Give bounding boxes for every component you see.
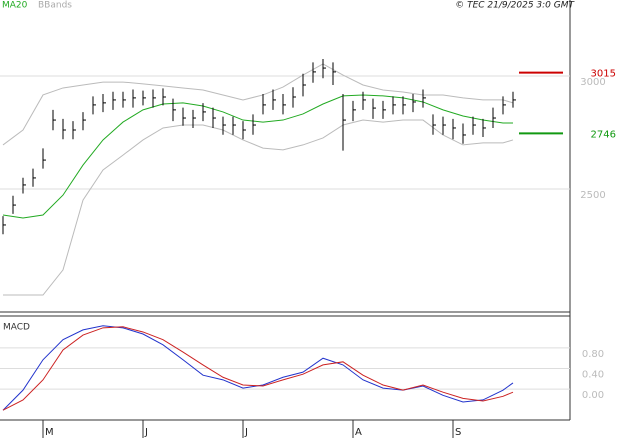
y-tick-label: 2500 bbox=[580, 190, 605, 201]
legend-ma20: MA20 bbox=[2, 1, 28, 11]
x-tick-label: J bbox=[244, 427, 248, 438]
macd-line bbox=[2, 325, 514, 411]
legend-bbands: BBands bbox=[38, 1, 72, 11]
ma20-line bbox=[2, 94, 513, 219]
x-tick-label: S bbox=[455, 427, 461, 438]
y-tick-label: 3000 bbox=[580, 77, 605, 88]
macd-line bbox=[2, 326, 514, 411]
x-tick-label: J bbox=[144, 427, 148, 438]
level-label: 2746 bbox=[591, 129, 616, 140]
x-tick-label: A bbox=[355, 427, 362, 438]
level-label: 3015 bbox=[591, 69, 616, 80]
y-tick-label: 0.40 bbox=[582, 370, 604, 381]
credit: © TEC 21/9/2025 3:0 GMT bbox=[455, 1, 575, 11]
y-tick-label: 0.00 bbox=[582, 390, 604, 401]
y-tick-label: 0.80 bbox=[582, 349, 604, 360]
bband-lower bbox=[3, 119, 514, 296]
panel-title: MACD bbox=[3, 323, 30, 333]
x-tick-label: M bbox=[45, 427, 54, 438]
